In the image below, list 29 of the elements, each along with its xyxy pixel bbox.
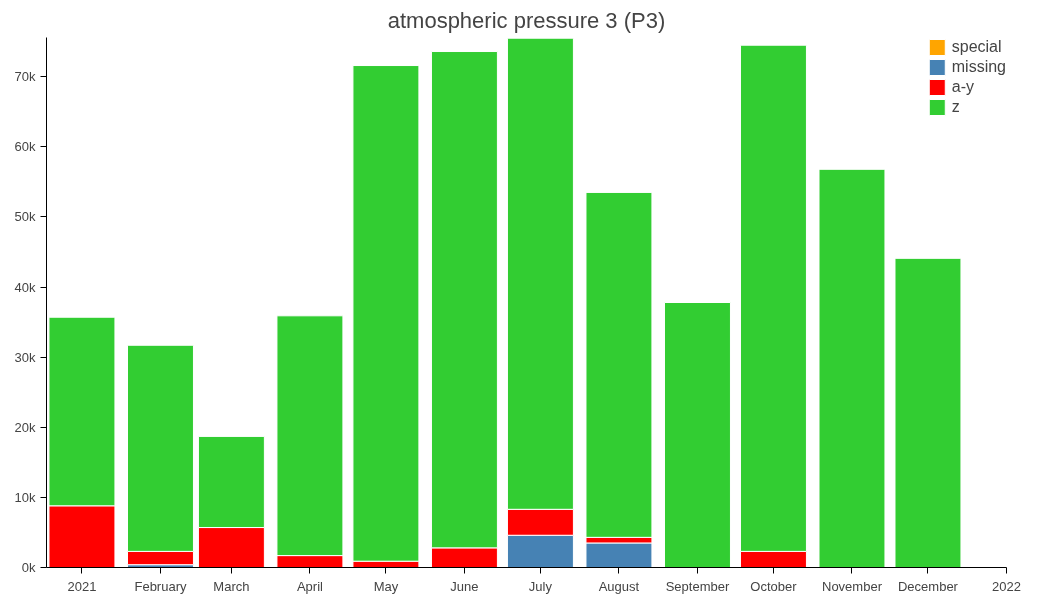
x-tick-label: November: [822, 578, 883, 594]
x-tick-label: February: [134, 578, 187, 594]
bar: [818, 168, 886, 568]
x-tick-label: April: [296, 578, 324, 594]
x-tick-label: August: [598, 578, 640, 594]
y-tick-label: 0k: [21, 560, 36, 575]
x-tick-label: July: [528, 578, 553, 594]
x-tick-label: 2022: [992, 578, 1021, 594]
legend-label: z: [951, 98, 961, 116]
y-tick-label: 20k: [14, 419, 36, 435]
x-tick-label: October: [750, 578, 798, 594]
legend-label: a-y: [951, 78, 974, 96]
legend-label: missing: [951, 58, 1006, 76]
y-tick-label: 10k: [14, 489, 36, 505]
bar: [664, 302, 731, 568]
x-tick-label: May: [373, 578, 399, 594]
bar: [894, 257, 962, 568]
x-tick-label: December: [897, 578, 959, 594]
y-tick-label: 60k: [14, 139, 36, 155]
chart-title: atmospheric pressure 3 (P3): [387, 7, 666, 33]
x-tick-label: September: [665, 578, 730, 594]
y-tick-label: 40k: [14, 279, 36, 295]
x-tick-label: June: [450, 578, 479, 594]
x-tick-label: 2021: [67, 578, 97, 594]
y-tick-label: 50k: [14, 209, 36, 225]
legend-label: special: [951, 38, 1002, 56]
y-tick-label: 30k: [14, 349, 36, 365]
x-tick-label: March: [213, 578, 250, 594]
y-tick-label: 70k: [14, 69, 36, 85]
